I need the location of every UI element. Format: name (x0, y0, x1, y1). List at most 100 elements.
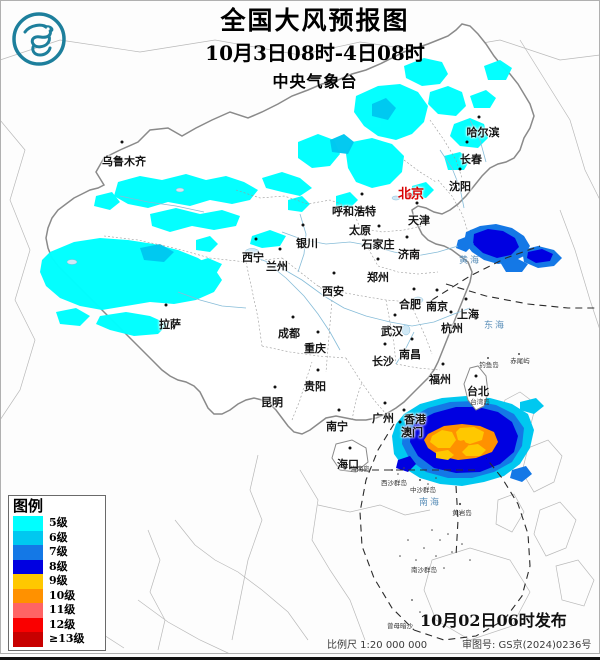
legend-row: 9级 (13, 574, 102, 589)
city-label: 沈阳 (449, 180, 471, 193)
city-label: 重庆 (304, 342, 326, 355)
sea-label: 东海 (483, 321, 507, 331)
legend-row: 5级 (13, 516, 102, 531)
legend-swatch (13, 545, 43, 560)
city-label: 石家庄 (361, 238, 395, 251)
city-label: 广州 (372, 412, 394, 425)
legend-row: 8级 (13, 559, 102, 574)
island-label: 南沙群岛 (411, 566, 437, 574)
city-label: 西宁 (242, 251, 264, 264)
city-marker-dot (441, 362, 445, 366)
legend-label: 5级 (49, 516, 68, 529)
island-label: 台湾岛 (470, 398, 490, 406)
legend-row: ≥13级 (13, 632, 102, 647)
release-time: 10月02日06时发布 (420, 611, 567, 630)
city-label: 台北 (467, 385, 489, 398)
legend-swatch (13, 588, 43, 603)
rivers (119, 119, 487, 365)
legend-label: 11级 (49, 603, 76, 616)
legend-row: 10级 (13, 588, 102, 603)
city-marker-dot (410, 337, 414, 341)
city-label: 哈尔滨 (466, 126, 500, 139)
legend-title: 图例 (13, 497, 44, 515)
wind-area-level-5 (40, 58, 512, 336)
island-label: 曾母暗沙 (387, 622, 413, 630)
island-label: 西沙群岛 (381, 479, 407, 487)
city-marker-dot (449, 310, 453, 314)
island-label: 中沙群岛 (410, 486, 436, 494)
city-marker-dot (376, 257, 380, 261)
island-label: 黄岩岛 (452, 509, 472, 517)
city-marker-dot (358, 210, 362, 214)
legend-swatch (13, 617, 43, 632)
city-label: 北京 (397, 187, 425, 202)
city-marker-dot (383, 401, 387, 405)
legend-label: 6级 (49, 530, 68, 544)
city-label: 杭州 (441, 322, 463, 335)
legend-row: 11级 (13, 603, 102, 618)
major-islands (331, 365, 489, 473)
sea-label: 南海 (418, 498, 442, 508)
city-label: 银川 (296, 237, 318, 250)
maritime-boundary-dashes (359, 245, 600, 641)
city-label: 南京 (426, 300, 448, 313)
province-boundaries (103, 119, 469, 421)
city-marker-dot (337, 408, 341, 412)
city-marker-dot (273, 385, 277, 389)
city-marker-dot (464, 297, 468, 301)
city-marker-dot (474, 374, 478, 378)
city-label: 福州 (429, 373, 451, 386)
city-marker-dot (383, 342, 387, 346)
wind-area-yellow-sea (456, 224, 562, 272)
legend-row: 7级 (13, 545, 102, 560)
city-marker-dot (435, 288, 439, 292)
city-marker-dot (377, 224, 381, 228)
legend-swatch (13, 559, 43, 574)
city-marker-dot (458, 167, 462, 171)
city-marker-dot (332, 271, 336, 275)
city-marker-dot (415, 201, 419, 205)
city-label: 拉萨 (159, 318, 181, 331)
city-marker-dot (316, 330, 320, 334)
city-label: 郑州 (367, 271, 389, 284)
city-label: 南宁 (326, 420, 348, 433)
legend-label: 9级 (49, 574, 68, 587)
city-marker-dot (402, 408, 406, 412)
legend-label: 12级 (49, 617, 76, 631)
city-label: 贵阳 (304, 380, 326, 393)
city-marker-dot (164, 303, 168, 307)
issuing-agency: 中央气象台 (272, 71, 358, 91)
legend-label: 7级 (49, 545, 68, 558)
city-marker-dot (477, 115, 481, 119)
lakes (66, 187, 424, 336)
city-label: 呼和浩特 (332, 205, 376, 218)
city-marker-dot (301, 223, 305, 227)
city-marker-dot (254, 237, 258, 241)
city-label: 长沙 (372, 355, 394, 368)
city-marker-dot (465, 140, 469, 144)
city-label: 天津 (408, 214, 430, 227)
forecast-period: 10月3日08时-4日08时 (205, 40, 425, 65)
legend-label: 10级 (49, 588, 76, 602)
city-marker-dot (398, 420, 402, 424)
south-china-sea-islands (391, 353, 520, 613)
city-marker-dot (316, 368, 320, 372)
city-label: 昆明 (261, 396, 283, 409)
island-label: 赤尾屿 (510, 357, 530, 365)
legend-swatch (13, 574, 43, 589)
title-block: 全国大风预报图 10月3日08时-4日08时 中央气象台 (150, 4, 480, 95)
legend-label: 8级 (49, 559, 68, 573)
island-label: 海南岛 (350, 465, 370, 473)
city-label: 海口 (337, 458, 359, 471)
sea-label: 黄海 (458, 256, 482, 266)
legend-swatch (13, 516, 43, 531)
cma-dragon-logo (12, 12, 66, 66)
page-title: 全国大风预报图 (220, 6, 410, 35)
legend-rows: 5级 6级 7级 8级 9级 10级 11级 12级 ≥13级 (13, 516, 102, 647)
city-label: 南昌 (399, 348, 421, 361)
city-label: 武汉 (381, 325, 403, 338)
city-marker-dot (360, 192, 364, 196)
city-label: 太原 (349, 224, 371, 237)
map-scale: 比例尺 1:20 000 000 (327, 640, 428, 651)
